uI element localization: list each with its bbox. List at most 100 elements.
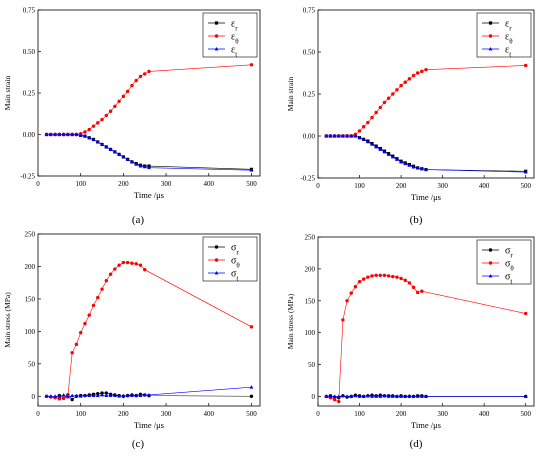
data-point [523, 311, 528, 316]
legend-marker [214, 21, 219, 25]
panel-c: 0 100 200 300 400 500 0 50 100 150 200 250 Time /μs M… [3, 231, 261, 430]
x-tick-label: 300 [437, 182, 448, 190]
data-point [87, 313, 91, 317]
data-point [341, 393, 345, 398]
data-point [424, 394, 428, 398]
x-tick-label: 500 [520, 410, 531, 418]
data-point [125, 260, 130, 265]
data-point [403, 80, 407, 84]
data-point [415, 394, 420, 398]
data-point [147, 392, 151, 397]
legend-box [476, 239, 532, 285]
data-point [125, 157, 130, 161]
data-point [370, 115, 374, 120]
data-point [332, 397, 337, 402]
y-tick-label: 250 [25, 231, 36, 239]
data-point [349, 394, 354, 398]
data-point [366, 275, 370, 279]
legend-label: εr [231, 19, 238, 33]
data-point [395, 275, 399, 279]
data-point [249, 325, 254, 329]
data-point [70, 397, 74, 402]
data-point [374, 144, 379, 149]
legend-label: εt [231, 45, 237, 59]
x-tick-label: 300 [161, 410, 172, 418]
data-point [420, 289, 424, 293]
data-point [378, 273, 383, 277]
x-tick-label: 100 [75, 180, 86, 188]
data-point [415, 71, 420, 75]
panel-a: 0 100 200 300 400 500 -0.25 0.00 0.25 0.50 0.75 Tim… [3, 7, 261, 200]
data-point [391, 92, 395, 96]
plot-frame [37, 233, 261, 407]
y-axis-label: Main strain [286, 77, 295, 112]
series-line-0 [46, 134, 252, 170]
x-tick-label: 500 [246, 410, 257, 418]
data-point [147, 165, 151, 170]
data-point [83, 393, 87, 398]
y-tick-label: 0.00 [23, 131, 36, 139]
data-point [345, 394, 349, 398]
y-tick-label: 150 [25, 295, 36, 303]
data-point [138, 393, 143, 398]
data-point [143, 267, 147, 272]
legend-label: σt [231, 269, 238, 283]
data-point [91, 137, 96, 141]
data-point [407, 393, 412, 398]
panel-b: 0 100 200 300 400 500 -0.25 0.00 0.25 0.50 0.75 Tim… [286, 7, 535, 202]
x-tick-label: 400 [204, 180, 215, 188]
legend-label: σr [231, 243, 239, 257]
series-line-0 [326, 135, 526, 172]
x-tick-label: 200 [118, 410, 129, 418]
data-point [386, 152, 391, 156]
series-line-1 [326, 65, 526, 137]
y-tick-label: 0 [312, 393, 316, 401]
y-tick-label: -0.25 [300, 175, 315, 183]
data-point [378, 394, 383, 398]
x-tick-label: 0 [316, 410, 320, 418]
data-point [345, 299, 349, 303]
data-point [249, 394, 254, 398]
data-point [395, 88, 399, 92]
data-point [403, 394, 408, 398]
data-point [100, 392, 104, 397]
data-point [74, 342, 79, 347]
legend-marker [214, 47, 219, 51]
data-point [48, 132, 53, 136]
data-point [130, 393, 134, 398]
data-point [134, 162, 139, 166]
data-point [57, 397, 62, 401]
data-point [411, 73, 416, 78]
data-point [95, 139, 100, 144]
x-tick-label: 400 [204, 410, 215, 418]
data-point [419, 394, 424, 398]
data-point [386, 394, 391, 398]
legend-label: σt [505, 272, 512, 286]
x-tick-label: 200 [396, 410, 407, 418]
data-point [138, 74, 143, 79]
y-tick-label: 0.25 [23, 90, 36, 98]
x-tick-label: 0 [36, 180, 40, 188]
data-point [365, 139, 370, 144]
data-point [336, 134, 341, 138]
data-point [345, 134, 349, 138]
data-point [419, 166, 424, 171]
data-point [44, 132, 49, 136]
y-tick-label: 0.50 [303, 49, 316, 57]
data-point [332, 134, 337, 138]
data-point [328, 134, 333, 138]
x-tick-label: 100 [75, 410, 86, 418]
data-point [83, 321, 87, 326]
data-point [411, 165, 416, 169]
data-point [370, 394, 374, 398]
data-point [341, 318, 345, 322]
data-point [113, 267, 117, 271]
data-point [100, 142, 104, 146]
data-point [57, 132, 62, 136]
data-point [415, 165, 420, 170]
panel-caption-d: (d) [410, 438, 423, 450]
data-point [353, 134, 358, 138]
y-tick-label: 150 [305, 297, 316, 305]
legend-marker [488, 21, 493, 25]
